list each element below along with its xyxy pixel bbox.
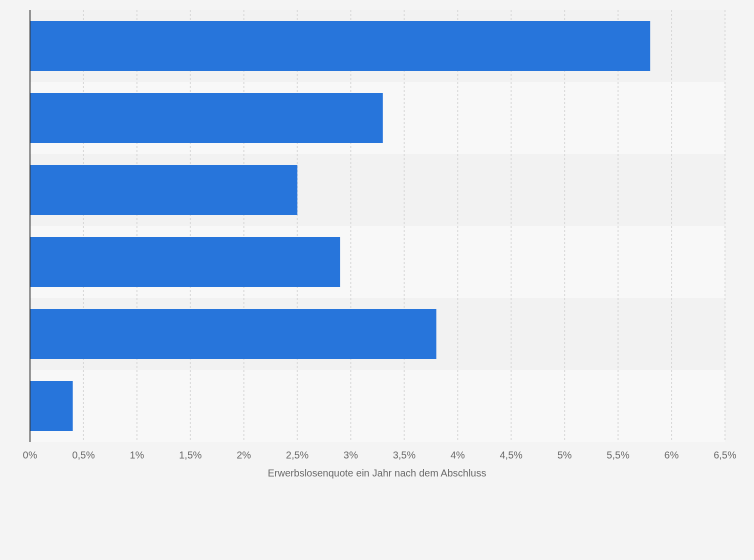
- x-tick-label: 5,5%: [607, 451, 630, 462]
- x-tick-label: 2%: [237, 451, 252, 462]
- bar: [30, 93, 383, 143]
- x-tick-label: 6%: [664, 451, 679, 462]
- x-tick-label: 4,5%: [500, 451, 523, 462]
- x-tick-label: 5%: [557, 451, 572, 462]
- bar: [30, 165, 298, 215]
- x-tick-label: 6,5%: [714, 451, 737, 462]
- bar: [30, 309, 437, 359]
- x-axis-label: Erwerbslosenquote ein Jahr nach dem Absc…: [268, 469, 486, 480]
- x-tick-label: 1%: [130, 451, 145, 462]
- x-tick-label: 4%: [450, 451, 465, 462]
- x-tick-label: 2,5%: [286, 451, 309, 462]
- bar: [30, 237, 341, 287]
- x-tick-label: 0,5%: [72, 451, 95, 462]
- bar: [30, 381, 73, 431]
- x-tick-label: 3,5%: [393, 451, 416, 462]
- band: [30, 370, 725, 442]
- bar: [30, 21, 651, 71]
- x-tick-label: 1,5%: [179, 451, 202, 462]
- x-tick-label: 3%: [344, 451, 359, 462]
- x-tick-label: 0%: [23, 451, 38, 462]
